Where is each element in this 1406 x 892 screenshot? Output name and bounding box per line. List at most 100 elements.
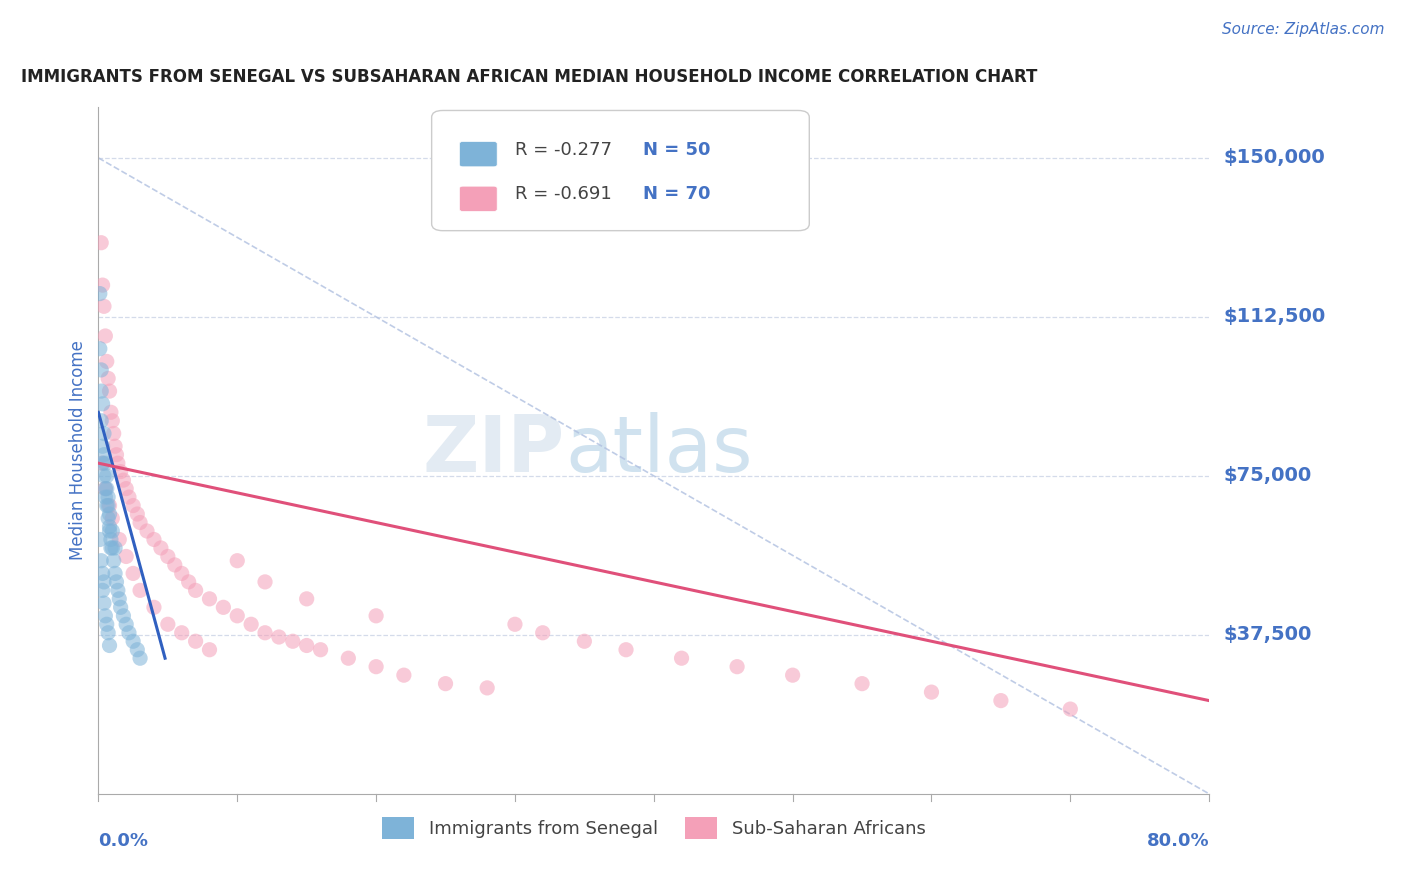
- Point: [136, 524, 159, 538]
- Point: [212, 600, 235, 615]
- Point: [93, 469, 115, 483]
- Point: [309, 642, 332, 657]
- Text: Source: ZipAtlas.com: Source: ZipAtlas.com: [1222, 22, 1385, 37]
- Point: [98, 384, 121, 398]
- Point: [149, 541, 172, 555]
- Point: [118, 625, 141, 640]
- Point: [97, 625, 120, 640]
- Point: [143, 533, 166, 547]
- Point: [96, 617, 118, 632]
- Point: [170, 625, 193, 640]
- Point: [93, 596, 115, 610]
- Point: [98, 499, 121, 513]
- Point: [184, 583, 207, 598]
- Point: [267, 630, 290, 644]
- Point: [91, 456, 114, 470]
- Point: [90, 384, 112, 398]
- Point: [94, 608, 117, 623]
- Point: [129, 583, 152, 598]
- FancyBboxPatch shape: [432, 111, 810, 231]
- Text: 80.0%: 80.0%: [1146, 831, 1209, 850]
- Point: [115, 617, 138, 632]
- Point: [110, 465, 132, 479]
- Point: [101, 541, 124, 555]
- Point: [127, 642, 149, 657]
- Point: [98, 507, 121, 521]
- Point: [97, 511, 120, 525]
- Point: [105, 448, 128, 462]
- Point: [226, 554, 249, 568]
- Point: [97, 371, 120, 385]
- Point: [295, 639, 318, 653]
- Point: [100, 541, 122, 555]
- Y-axis label: Median Household Income: Median Household Income: [69, 341, 87, 560]
- Point: [920, 685, 942, 699]
- Point: [574, 634, 596, 648]
- Point: [127, 507, 149, 521]
- Point: [98, 639, 121, 653]
- Point: [104, 566, 127, 581]
- Point: [143, 600, 166, 615]
- Point: [91, 439, 114, 453]
- Point: [94, 456, 117, 470]
- Point: [94, 482, 117, 496]
- Text: R = -0.691: R = -0.691: [515, 186, 623, 203]
- Point: [89, 533, 111, 547]
- Point: [91, 566, 114, 581]
- Point: [101, 524, 124, 538]
- Point: [170, 566, 193, 581]
- Point: [281, 634, 304, 648]
- Point: [107, 583, 129, 598]
- Text: N = 70: N = 70: [643, 186, 710, 203]
- Point: [96, 354, 118, 368]
- Point: [89, 286, 111, 301]
- Point: [184, 634, 207, 648]
- Point: [110, 600, 132, 615]
- Point: [112, 473, 135, 487]
- Point: [337, 651, 360, 665]
- Point: [100, 533, 122, 547]
- Point: [104, 439, 127, 453]
- Point: [101, 414, 124, 428]
- Point: [108, 591, 131, 606]
- Point: [614, 642, 637, 657]
- Legend: Immigrants from Senegal, Sub-Saharan Africans: Immigrants from Senegal, Sub-Saharan Afr…: [374, 810, 934, 847]
- Text: N = 50: N = 50: [643, 141, 710, 159]
- Point: [295, 591, 318, 606]
- Point: [90, 363, 112, 377]
- Point: [392, 668, 415, 682]
- Point: [240, 617, 263, 632]
- Point: [98, 520, 121, 534]
- Point: [434, 676, 457, 690]
- Point: [91, 397, 114, 411]
- Point: [122, 634, 145, 648]
- Point: [725, 659, 748, 673]
- Point: [94, 490, 117, 504]
- FancyBboxPatch shape: [460, 186, 498, 211]
- Point: [156, 549, 179, 564]
- Point: [115, 482, 138, 496]
- Point: [91, 583, 114, 598]
- Point: [122, 499, 145, 513]
- Point: [93, 426, 115, 441]
- Point: [177, 574, 200, 589]
- Point: [198, 642, 221, 657]
- Text: $37,500: $37,500: [1223, 625, 1312, 644]
- Point: [100, 405, 122, 419]
- Point: [226, 608, 249, 623]
- Point: [101, 511, 124, 525]
- Text: 0.0%: 0.0%: [98, 831, 149, 850]
- Point: [104, 541, 127, 555]
- Point: [89, 342, 111, 356]
- Point: [96, 482, 118, 496]
- Point: [115, 549, 138, 564]
- Point: [96, 469, 118, 483]
- Point: [118, 490, 141, 504]
- Point: [163, 558, 186, 572]
- FancyBboxPatch shape: [460, 142, 498, 167]
- Point: [107, 456, 129, 470]
- Text: $112,500: $112,500: [1223, 308, 1326, 326]
- Point: [198, 591, 221, 606]
- Point: [105, 574, 128, 589]
- Point: [98, 524, 121, 538]
